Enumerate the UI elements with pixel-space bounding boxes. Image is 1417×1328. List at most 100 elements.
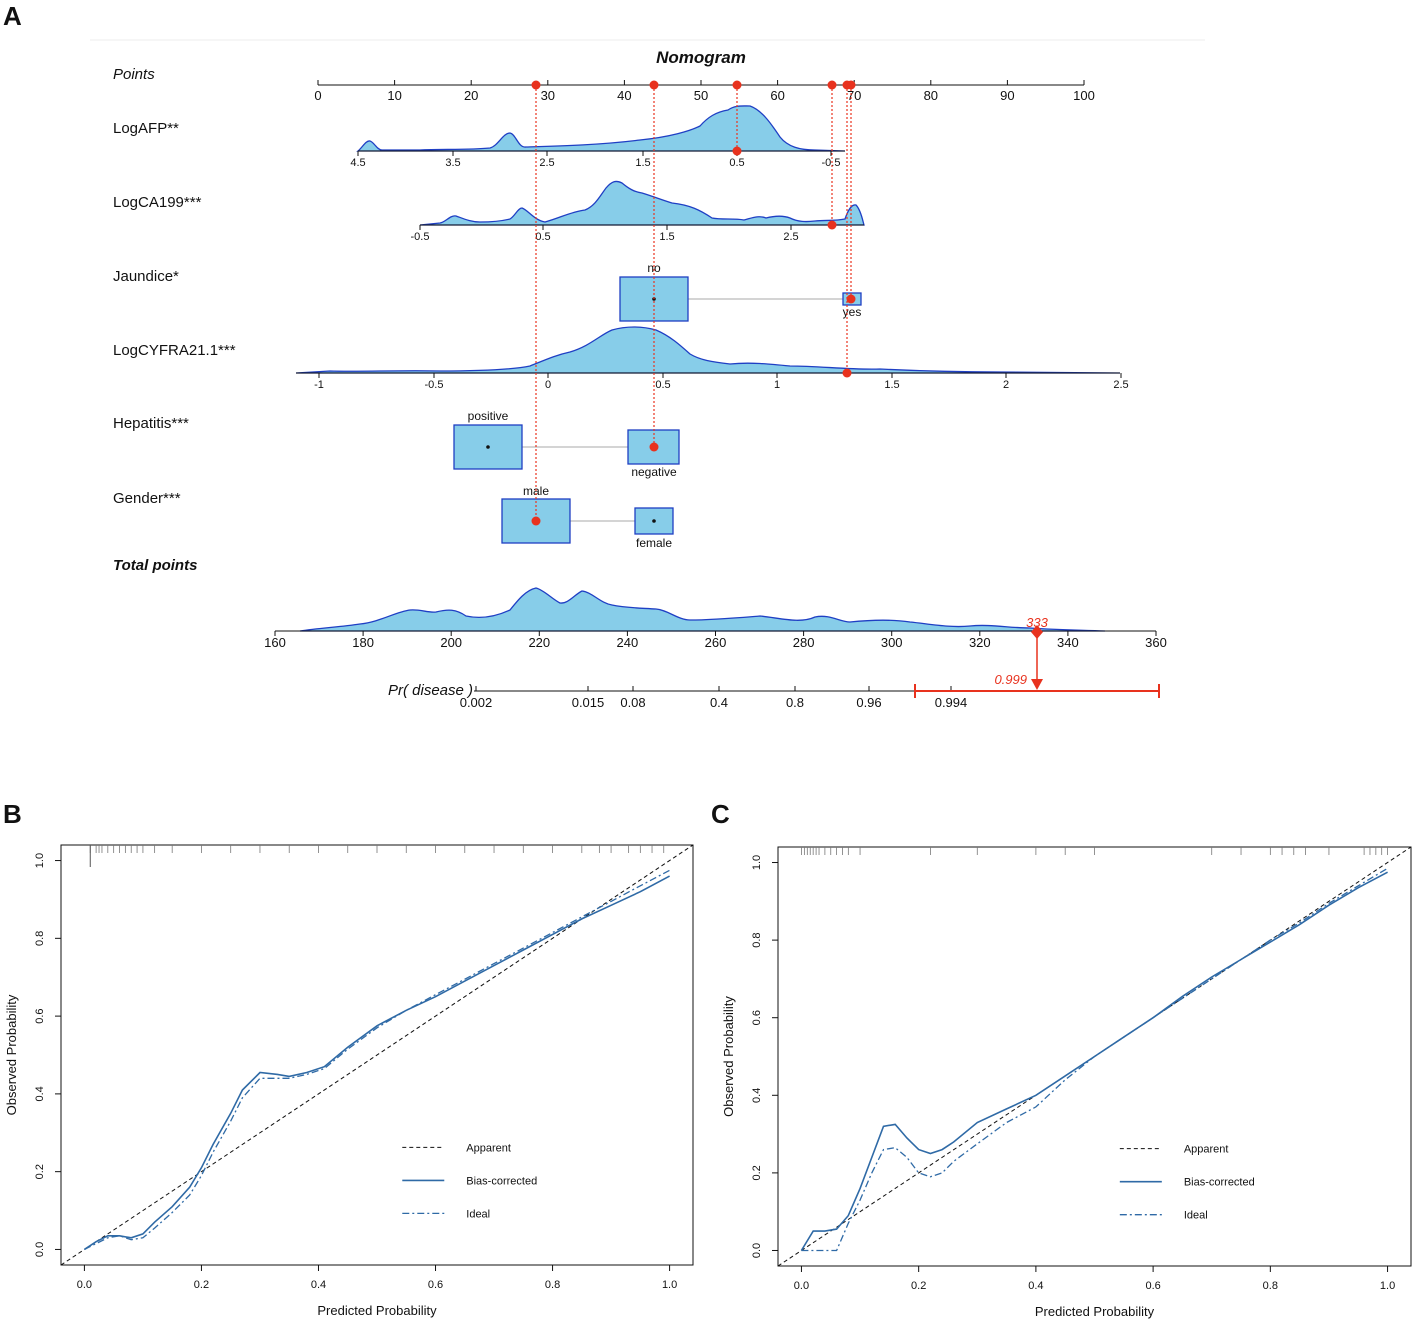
- y-tick-label: 0.8: [34, 931, 46, 946]
- x-tick-label: 0.2: [194, 1279, 209, 1291]
- points-axis-tick-label: 0: [314, 88, 321, 103]
- logcyfra-axis-tick-label: 2: [1003, 379, 1009, 391]
- legend-entry: Apparent: [1184, 1144, 1229, 1156]
- logca199-density: [419, 180, 865, 226]
- marker-jaundice-value: [846, 294, 856, 304]
- x-tick-label: 0.0: [794, 1280, 809, 1292]
- hepatitis-label: Hepatitis***: [113, 415, 189, 432]
- y-tick-label: 0.4: [34, 1086, 46, 1101]
- panel-b: B 0.0 0.2 0.4 0.6 0.8 1.0 0.0 0.2 0.4 0.6 0.8 1.0 Pr…: [3, 799, 694, 1318]
- hepatitis-cat-positive: positive: [468, 409, 509, 423]
- series-apparent: [60, 844, 694, 1266]
- logafp-axis-tick-label: 2.5: [539, 157, 554, 169]
- prob-axis-tick-label: 0.015: [572, 695, 605, 710]
- x-tick-label: 1.0: [1380, 1280, 1395, 1292]
- logca199-axis-tick-label: 2.5: [783, 231, 798, 243]
- logcyfra-label: LogCYFRA21.1***: [113, 342, 236, 359]
- total-points-axis-tick-label: 160: [264, 635, 286, 650]
- total-points-ticks: 160 180 200 220 240 260 280 300 320 340 360: [264, 631, 1167, 650]
- prob-axis-tick-label: 0.994: [935, 695, 968, 710]
- points-axis-tick-label: 40: [617, 88, 631, 103]
- logafp-ticks: 4.5 3.5 2.5 1.5 0.5 -0.5: [350, 151, 840, 169]
- logcyfra-axis-tick-label: 0.5: [655, 379, 670, 391]
- y-axis-title: Observed Probability: [721, 996, 736, 1117]
- marker-logcyfra-value: [842, 368, 852, 378]
- points-axis-tick-label: 60: [770, 88, 784, 103]
- calibration-chart-b: 0.0 0.2 0.4 0.6 0.8 1.0 0.0 0.2 0.4 0.6 0.8 1.0 Pred…: [4, 844, 694, 1318]
- logca199-label: LogCA199***: [113, 194, 202, 211]
- legend-entry: Bias-corrected: [1184, 1177, 1255, 1189]
- total-points-label: Total points: [113, 557, 197, 574]
- gender-box-female-center: [652, 519, 656, 523]
- marker-points-jaundice: [846, 80, 856, 90]
- points-axis-tick-label: 10: [387, 88, 401, 103]
- legend-entry: Bias-corrected: [466, 1175, 537, 1187]
- marker-total-diamond: [1031, 625, 1043, 639]
- logcyfra-axis-tick-label: 2.5: [1113, 379, 1128, 391]
- total-points-axis-tick-label: 220: [528, 635, 550, 650]
- gender-label: Gender***: [113, 490, 181, 507]
- panel-c: C 0.0 0.2 0.4 0.6 0.8 1.0 0.0 0.2 0.4 0.6 0.8 1.0 Pr…: [711, 799, 1412, 1319]
- panel-letter-c: C: [711, 799, 730, 829]
- logcyfra-axis-tick-label: 1: [774, 379, 780, 391]
- x-tick-label: 0.8: [545, 1279, 560, 1291]
- marker-points-hepatitis: [649, 80, 659, 90]
- logafp-axis-tick-label: 0.5: [729, 157, 744, 169]
- points-axis-tick-label: 80: [924, 88, 938, 103]
- total-points-density: [299, 587, 1106, 632]
- y-tick-label: 0.8: [751, 932, 763, 947]
- points-axis-tick-label: 50: [694, 88, 708, 103]
- y-tick-label: 1.0: [751, 855, 763, 870]
- total-points-axis-tick-label: 200: [440, 635, 462, 650]
- marker-points-gender: [531, 80, 541, 90]
- marker-hepatitis-value: [649, 442, 659, 452]
- points-ticks: 0 10 20 30 40 50 60 70 80 90 100: [314, 80, 1095, 103]
- legend-entry: Ideal: [466, 1208, 490, 1220]
- x-tick-label: 0.4: [1028, 1280, 1043, 1292]
- y-tick-label: 0.6: [34, 1008, 46, 1023]
- gender-cat-female: female: [636, 536, 672, 550]
- prob-axis-tick-label: 0.002: [460, 695, 493, 710]
- points-axis-tick-label: 30: [541, 88, 555, 103]
- hepatitis-box-positive-center: [486, 445, 490, 449]
- legend-entry: Apparent: [466, 1142, 511, 1154]
- series-bias-corrected: [83, 875, 670, 1251]
- jaundice-label: Jaundice*: [113, 268, 179, 285]
- logafp-label: LogAFP**: [113, 120, 179, 137]
- points-axis-tick-label: 70: [847, 88, 861, 103]
- logca199-ticks: -0.5 0.5 1.5 2.5: [411, 225, 799, 243]
- marker-points-logafp: [732, 80, 742, 90]
- marker-logca199-value: [827, 220, 837, 230]
- x-tick-label: 0.6: [428, 1279, 443, 1291]
- logafp-density: [356, 105, 846, 152]
- logcyfra-axis-tick-label: 0: [545, 379, 551, 391]
- y-tick-label: 0.0: [34, 1242, 46, 1257]
- points-axis-tick-label: 90: [1000, 88, 1014, 103]
- marker-gender-value: [531, 516, 541, 526]
- total-points-axis-tick-label: 240: [617, 635, 639, 650]
- logcyfra-density: [295, 326, 1121, 374]
- y-tick-label: 0.0: [751, 1243, 763, 1258]
- y-axis-title: Observed Probability: [4, 994, 19, 1115]
- x-tick-label: 0.0: [77, 1279, 92, 1291]
- logcyfra-axis-tick-label: -1: [314, 379, 324, 391]
- x-tick-label: 0.8: [1263, 1280, 1278, 1292]
- prob-axis-tick-label: 0.96: [856, 695, 881, 710]
- y-tick-label: 0.6: [751, 1010, 763, 1025]
- y-tick-label: 1.0: [34, 853, 46, 868]
- y-tick-label: 0.2: [34, 1164, 46, 1179]
- marker-prob-value: 0.999: [994, 672, 1027, 687]
- panel-a: A Nomogram Points 0 10 20 30 40 50 60 70 80 90 100…: [3, 1, 1205, 710]
- calibration-chart-c: 0.0 0.2 0.4 0.6 0.8 1.0 0.0 0.2 0.4 0.6 0.8 1.0 Pred…: [721, 846, 1412, 1319]
- total-points-axis-tick-label: 360: [1145, 635, 1167, 650]
- marker-logafp-value: [732, 146, 742, 156]
- series-ideal: [84, 869, 670, 1250]
- marker-prob-arrow: [1031, 679, 1043, 690]
- logafp-axis-tick-label: 1.5: [635, 157, 650, 169]
- points-axis-tick-label: 100: [1073, 88, 1095, 103]
- panel-letter-a: A: [3, 1, 22, 31]
- logcyfra-ticks: -1 -0.5 0 0.5 1 1.5 2 2.5: [314, 373, 1129, 391]
- x-axis-title: Predicted Probability: [317, 1303, 437, 1318]
- jaundice-cat-no: no: [647, 261, 661, 275]
